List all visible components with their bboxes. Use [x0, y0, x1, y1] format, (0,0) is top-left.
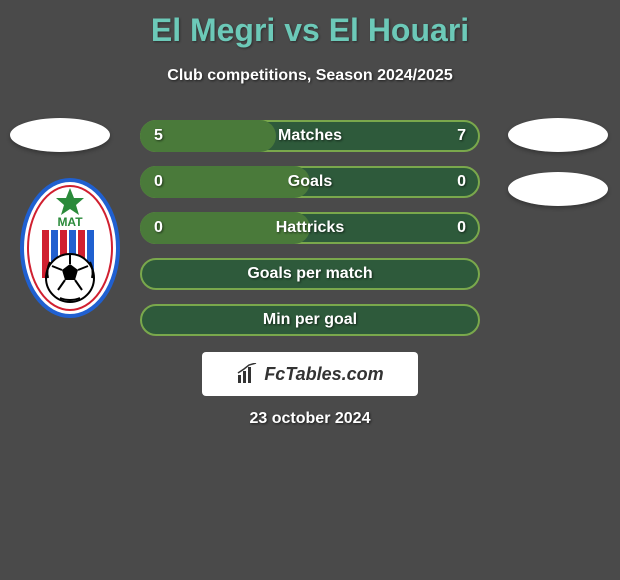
stat-row: 00Goals	[140, 166, 480, 198]
stat-label: Min per goal	[140, 304, 480, 336]
club-crest-icon: MAT	[20, 178, 120, 318]
ellipse-placeholder	[508, 172, 608, 206]
page-subtitle: Club competitions, Season 2024/2025	[0, 67, 620, 85]
ellipse-placeholder	[10, 118, 110, 152]
stat-row: Min per goal	[140, 304, 480, 336]
svg-text:MAT: MAT	[57, 215, 83, 229]
player-badge-left	[10, 118, 110, 152]
stat-row: Goals per match	[140, 258, 480, 290]
stat-label: Goals	[140, 166, 480, 198]
stat-label: Hattricks	[140, 212, 480, 244]
watermark-text: FcTables.com	[264, 364, 383, 385]
stat-label: Goals per match	[140, 258, 480, 290]
club-badge-left: MAT	[20, 178, 120, 318]
watermark: FcTables.com	[202, 352, 418, 396]
date-text: 23 october 2024	[0, 410, 620, 428]
page-title: El Megri vs El Houari	[0, 0, 620, 49]
stats-container: 57Matches 00Goals 00Hattricks Goals per mat…	[140, 120, 480, 350]
ellipse-placeholder	[508, 118, 608, 152]
stat-row: 00Hattricks	[140, 212, 480, 244]
stat-row: 57Matches	[140, 120, 480, 152]
player-badge-right	[508, 118, 608, 152]
stat-label: Matches	[140, 120, 480, 152]
chart-icon	[236, 363, 258, 385]
club-badge-right	[508, 172, 608, 206]
